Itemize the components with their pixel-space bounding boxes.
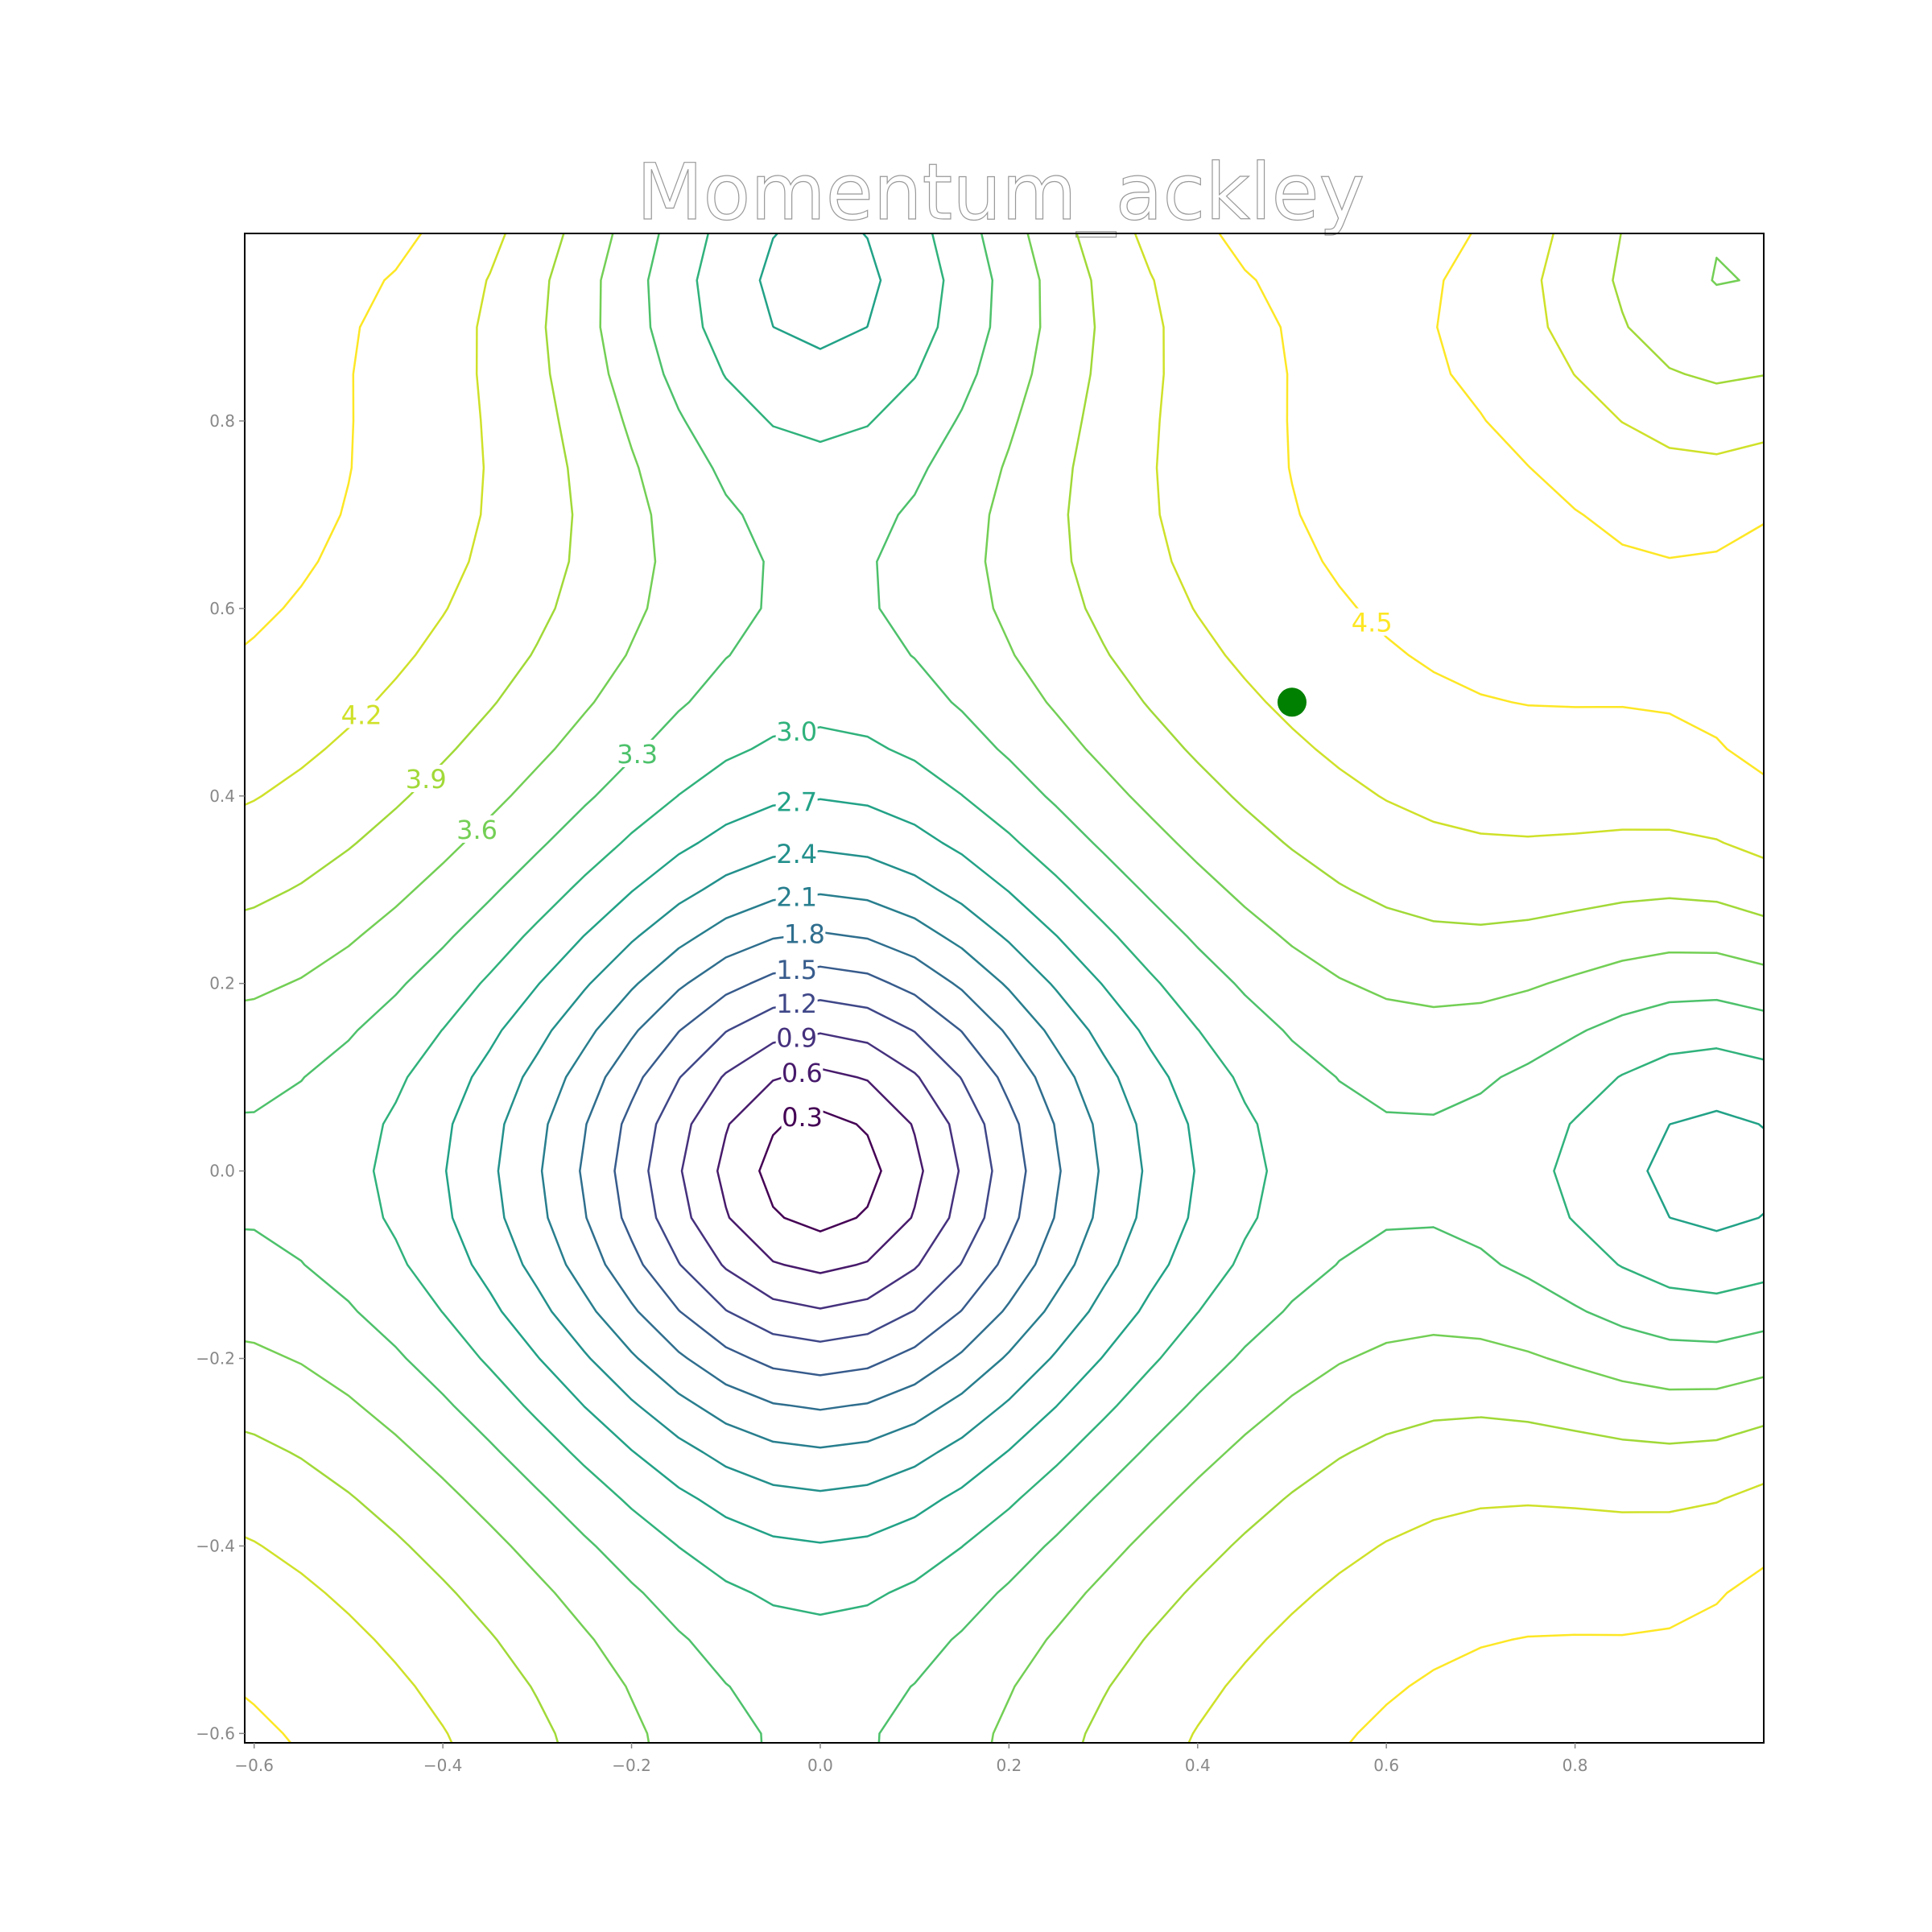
x-tick-label: 0.4 xyxy=(1185,1756,1211,1775)
contour-level-label: 4.5 xyxy=(1352,608,1393,638)
x-tick-label: 0.6 xyxy=(1373,1756,1399,1775)
contour-level-label: 2.4 xyxy=(776,839,817,869)
contour-level-label: 3.9 xyxy=(406,764,447,795)
contour-line xyxy=(245,233,1764,1743)
contour-label-bg xyxy=(781,1058,824,1086)
contour-level-label: 2.1 xyxy=(776,882,817,913)
contour-line xyxy=(245,233,1764,1743)
y-tick-label: 0.6 xyxy=(209,599,235,618)
contour-label-bg xyxy=(1351,608,1393,636)
x-tick-label: 0.2 xyxy=(996,1756,1022,1775)
contour-level-label: 0.6 xyxy=(782,1058,823,1088)
x-tick-label: −0.4 xyxy=(423,1756,463,1775)
contour-label-bg xyxy=(775,989,818,1018)
contour-level-label: 1.8 xyxy=(784,919,825,950)
contour-level-label: 2.7 xyxy=(776,787,817,818)
chart-title: Momentum_ackley xyxy=(637,147,1365,237)
plot-frame xyxy=(244,233,1765,1744)
y-tick-label: 0.0 xyxy=(209,1162,235,1181)
contour-level-label: 0.3 xyxy=(782,1102,823,1133)
contour-label-bg xyxy=(775,839,818,867)
x-tick-label: −0.2 xyxy=(612,1756,651,1775)
contour-level-label: 1.2 xyxy=(776,989,817,1019)
y-tick-label: 0.8 xyxy=(209,411,235,431)
contour-line xyxy=(579,931,1062,1411)
contour-level-label: 3.0 xyxy=(776,716,817,747)
contour-lines xyxy=(245,233,1764,1743)
y-tick-label: 0.4 xyxy=(209,786,235,806)
contour-label-bg xyxy=(781,1102,824,1130)
contour-labels: 0.3 0.6 0.9 1.2 1.5 1.8 2.1 2.4 2.7 3.0 3.3 3.6 3.9 4… xyxy=(341,608,1393,1133)
contour-label-bg xyxy=(775,787,818,815)
x-tick-label: 0.8 xyxy=(1563,1756,1588,1775)
contour-label-bg xyxy=(783,919,826,947)
contour-line xyxy=(245,233,1764,1743)
contour-line xyxy=(647,999,993,1343)
point-markers xyxy=(1277,687,1307,717)
contour-line xyxy=(444,233,1764,1544)
contour-label-bg xyxy=(775,956,818,984)
y-tick-label: −0.4 xyxy=(196,1536,235,1555)
contour-level-label: 3.3 xyxy=(617,739,658,770)
contour-label-bg xyxy=(341,700,383,729)
contour-line xyxy=(540,893,1100,1449)
optimizer-position-marker xyxy=(1277,687,1307,717)
contour-label-bg xyxy=(616,739,658,767)
contour-label-bg xyxy=(775,717,818,745)
contour-line xyxy=(497,849,1144,1492)
y-tick-label: −0.6 xyxy=(196,1724,235,1743)
x-tick-label: 0.0 xyxy=(807,1756,833,1775)
contour-line xyxy=(716,1067,924,1274)
y-axis: −0.6 −0.4 −0.2 0.0 0.2 0.4 0.6 0.8 xyxy=(196,411,245,1743)
contour-label-bg xyxy=(456,815,498,843)
contour-line xyxy=(372,233,1764,1616)
contour-level-label: 3.6 xyxy=(456,815,497,845)
x-tick-label: −0.6 xyxy=(234,1756,274,1775)
contour-label-bg xyxy=(405,764,448,792)
contour-line xyxy=(613,965,1027,1377)
y-tick-label: 0.2 xyxy=(209,974,235,993)
contour-label-bg xyxy=(775,1023,818,1051)
contour-line xyxy=(245,233,1764,1743)
contour-line xyxy=(680,1032,960,1310)
y-tick-label: −0.2 xyxy=(196,1349,235,1368)
x-axis: −0.6 −0.4 −0.2 0.0 0.2 0.4 0.6 0.8 xyxy=(234,1743,1587,1775)
contour-label-bg xyxy=(775,882,818,910)
contour-level-label: 0.9 xyxy=(776,1023,817,1054)
contour-level-label: 4.2 xyxy=(341,700,382,730)
contour-level-label: 1.5 xyxy=(776,955,817,985)
contour-line xyxy=(245,233,1764,1743)
